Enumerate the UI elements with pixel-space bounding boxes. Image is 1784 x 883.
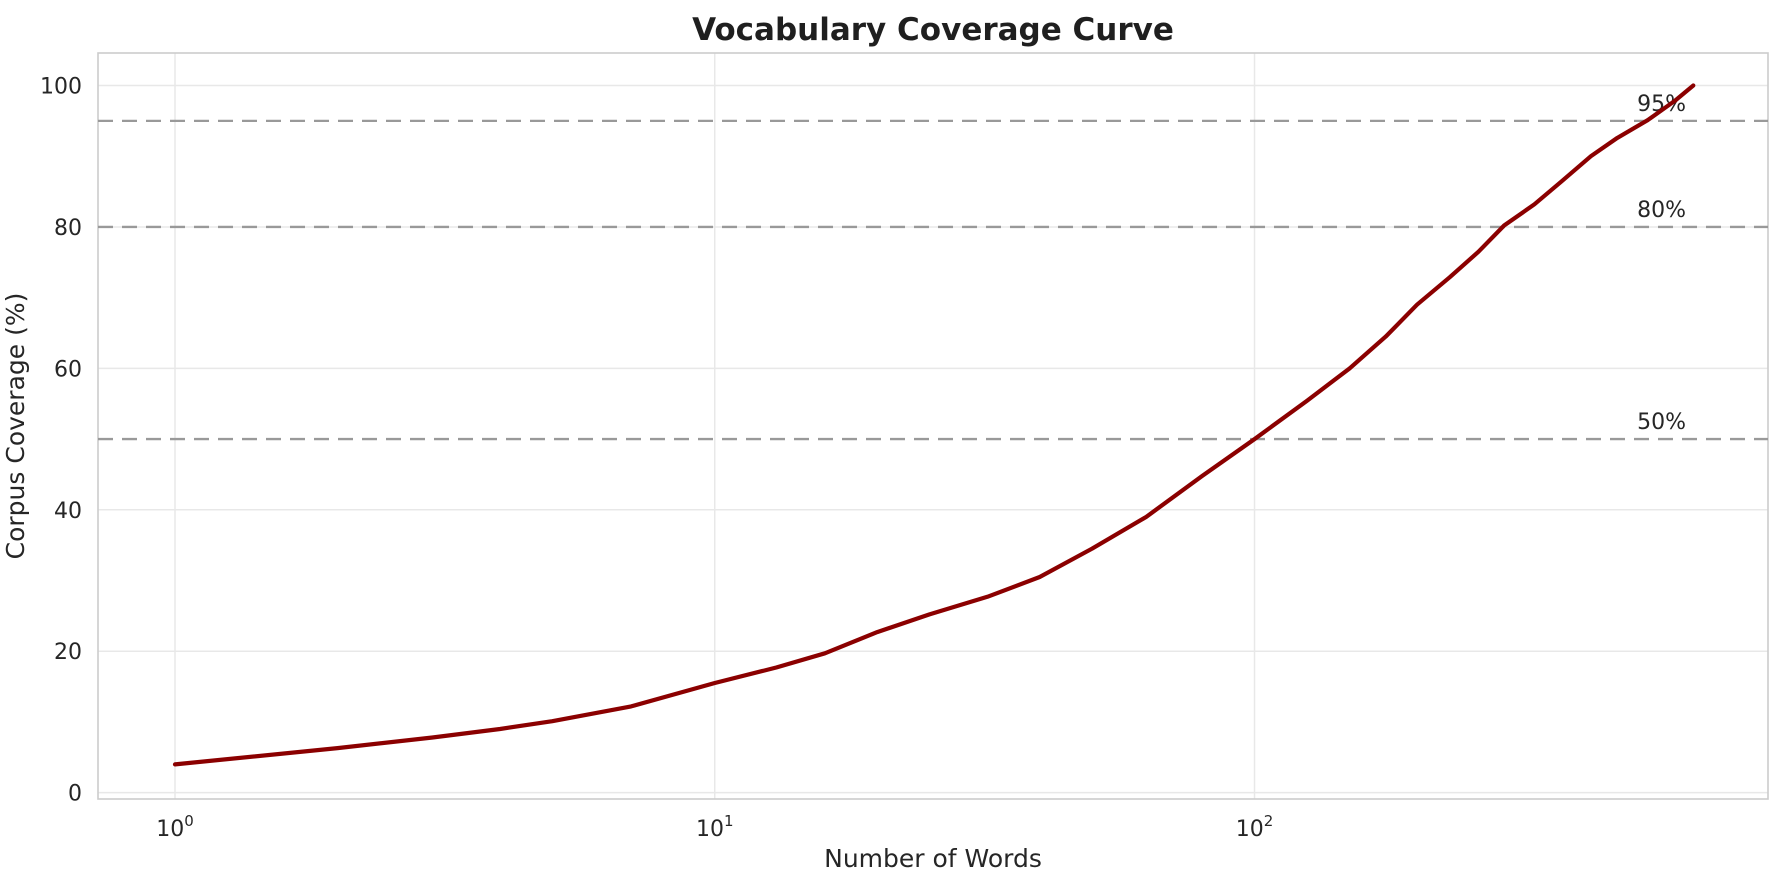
y-axis-label: Corpus Coverage (%) <box>1 293 30 560</box>
y-tick-label: 60 <box>54 357 82 382</box>
plot-border <box>97 52 1769 800</box>
x-tick-label: 102 <box>1236 812 1274 842</box>
coverage-curve <box>172 83 1696 767</box>
y-tick-label: 20 <box>54 640 82 665</box>
y-tick-label: 0 <box>68 782 82 807</box>
x-tick-label: 101 <box>696 812 734 842</box>
y-tick-label: 80 <box>54 216 82 241</box>
threshold-label-50: 50% <box>1637 410 1686 435</box>
x-axis-label: Number of Words <box>824 844 1042 873</box>
tick-labels-layer: 0 20 40 60 80 100 100 101 102 <box>40 75 1273 842</box>
y-tick-label: 100 <box>40 75 82 100</box>
threshold-label-80: 80% <box>1637 198 1686 223</box>
grid-layer <box>98 53 1768 799</box>
y-tick-label: 40 <box>54 499 82 524</box>
x-tick-label: 100 <box>156 812 194 842</box>
threshold-lines-layer: 95%80%50% <box>98 92 1768 441</box>
series-layer <box>172 83 1696 767</box>
chart-title: Vocabulary Coverage Curve <box>692 12 1174 48</box>
